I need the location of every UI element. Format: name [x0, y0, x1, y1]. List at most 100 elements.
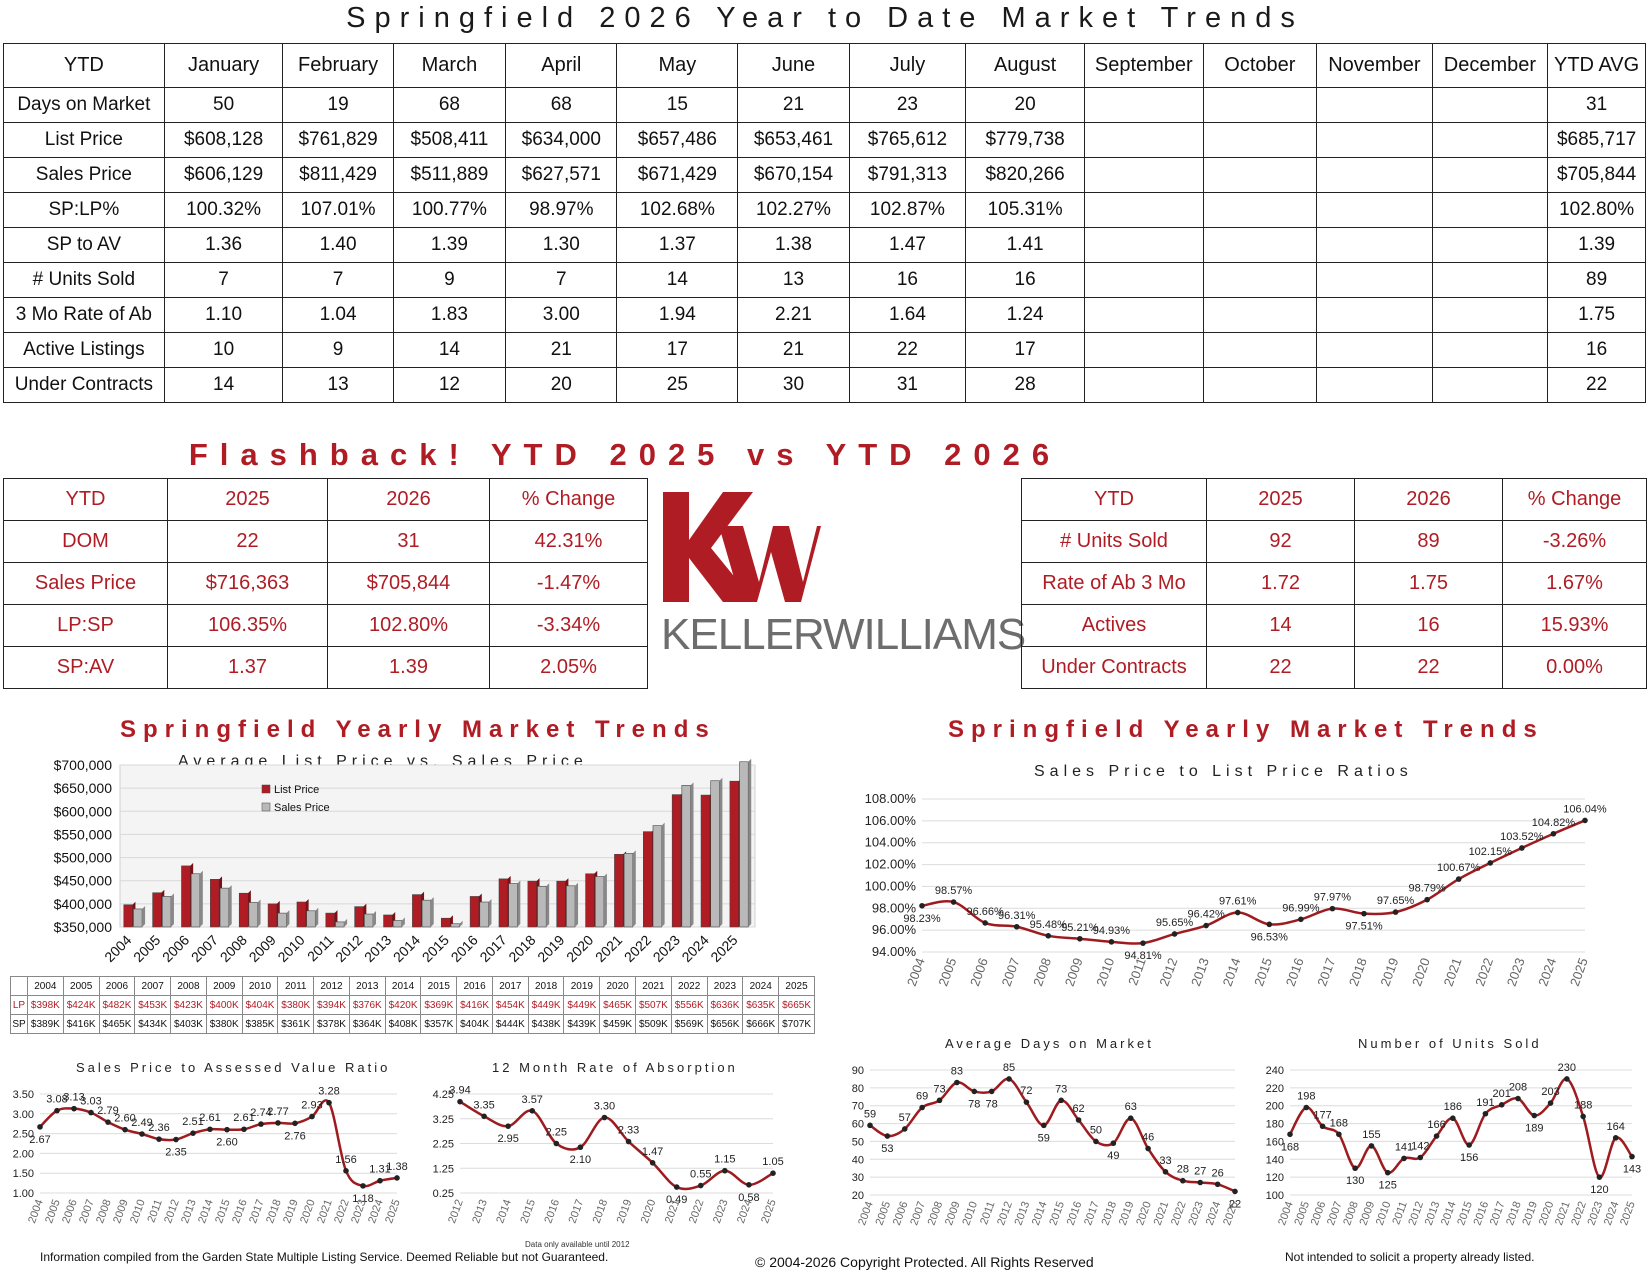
series-line [459, 1100, 774, 1191]
data-label: 69 [916, 1091, 928, 1103]
bar-sales-price [219, 887, 229, 928]
data-point [71, 1105, 77, 1112]
x-tick-label: 2017 [567, 1198, 587, 1225]
flash-left-cell: -1.47% [489, 562, 648, 605]
ytd-row-label: Sales Price [3, 157, 165, 193]
x-tick-label: 2022 [1472, 956, 1496, 988]
ytd-cell [1083, 262, 1204, 298]
data-label: 2.36 [148, 1122, 169, 1134]
data-point [156, 1136, 162, 1142]
bar-table-year: 2020 [599, 976, 637, 996]
data-point [1455, 876, 1462, 882]
bar-table-cell: $556K [670, 995, 708, 1015]
y-tick-label: 3.00 [13, 1109, 34, 1121]
data-label: 177 [1313, 1109, 1331, 1121]
data-point [1319, 1123, 1326, 1130]
ytd-cell: 102.27% [737, 192, 850, 228]
flash-left-row-label: LP:SP [3, 604, 168, 647]
ytd-cell: $608,128 [163, 122, 284, 158]
data-label: 2.60 [216, 1137, 237, 1149]
absorption-line-chart: 0.25 1.25 2.25 3.25 4.253.943.35 2.95 3.57 2.25… [433, 1085, 784, 1225]
bar-table-cell: $369K [420, 995, 458, 1015]
data-label: 168 [1330, 1117, 1348, 1129]
data-label: 95.65% [1156, 917, 1194, 929]
bar-table-year: 2016 [456, 976, 493, 996]
legend-swatch [261, 784, 271, 794]
ytd-cell: 1.37 [616, 227, 739, 263]
bar-list-price [296, 901, 306, 928]
data-point [1266, 921, 1273, 928]
ytd-header-cell: August [965, 43, 1085, 88]
data-label: 191 [1476, 1097, 1494, 1109]
flash-left-cell: 102.80% [327, 604, 490, 647]
data-label: 2.95 [497, 1133, 518, 1145]
data-point [1077, 935, 1083, 942]
chart-title-sp-lp: Sales Price to List Price Ratios [1034, 763, 1413, 780]
bar-table-row: LP $398K $424K $482K $453K $423K $400K $404K $38… [10, 995, 815, 1015]
sp-lp-ratio-line-chart: 94.00% 96.00% 98.00% 100.00% 102.00% 104.00% 1… [865, 791, 1607, 988]
data-point [982, 920, 988, 926]
bar-table-cell: $459K [599, 1014, 637, 1034]
flashback-title: Flashback! YTD 2025 vs YTD 2026 [188, 437, 1062, 472]
data-point [971, 1088, 978, 1095]
ytd-row-label: # Units Sold [3, 262, 165, 298]
data-point [1171, 931, 1178, 937]
footer-center: © 2004-2026 Copyright Protected. All Rig… [755, 1254, 1094, 1270]
bar-table-cell: $444K [491, 1014, 529, 1034]
data-label: 2.93 [301, 1100, 322, 1112]
x-tick-label: 2014 [390, 932, 423, 965]
flash-left-cell: $716,363 [167, 562, 328, 605]
bar-table-cell: $454K [491, 995, 529, 1015]
y-tick-label: 1.00 [13, 1188, 34, 1200]
ytd-cell: $811,429 [282, 157, 394, 193]
y-tick-label: 1.25 [433, 1163, 454, 1175]
ytd-cell: 1.47 [848, 227, 967, 263]
bar-table-corner [10, 976, 28, 996]
flash-left-header-cell: YTD [3, 478, 168, 521]
data-point [1329, 905, 1336, 912]
y-tick-label: 94.00% [872, 944, 917, 959]
data-point [867, 1122, 873, 1129]
data-label: 2.60 [114, 1113, 135, 1125]
ytd-header-cell: September [1083, 43, 1204, 88]
ytd-header-cell: October [1202, 43, 1318, 88]
ytd-cell [1316, 122, 1433, 158]
data-point [1110, 1140, 1117, 1147]
flash-left-header-row: YTD 2025 2026% Change [3, 478, 648, 521]
ytd-cell [1431, 297, 1549, 333]
data-point [1466, 1142, 1472, 1148]
x-tick-label: 2020 [563, 932, 596, 965]
data-point [1629, 1153, 1635, 1160]
bar-table-cell: $438K [527, 1014, 565, 1034]
ytd-cell: 1.75 [1547, 297, 1646, 333]
ytd-cell: 15 [616, 87, 739, 123]
bar-table-year: 2023 [706, 976, 744, 996]
ytd-cell [1431, 367, 1549, 403]
x-tick-label: 2011 [304, 932, 337, 965]
ytd-cell: $685,717 [1547, 122, 1646, 158]
bar-side [719, 777, 723, 927]
x-tick-label: 2024 [1535, 956, 1559, 988]
ytd-header-cell: April [505, 43, 618, 88]
bar-table-cell: $424K [62, 995, 100, 1015]
flash-left-cell: 1.39 [327, 646, 490, 689]
x-tick-label: 2016 [1283, 956, 1307, 988]
flash-right-row-label: Actives [1021, 604, 1207, 647]
data-point [770, 1170, 776, 1176]
flash-left-row: DOM 22 31 42.31% [3, 520, 648, 563]
data-label: 0.49 [666, 1194, 687, 1206]
ytd-cell: 1.38 [737, 227, 850, 263]
ytd-cell: 13 [737, 262, 850, 298]
data-label: 201 [1493, 1088, 1511, 1100]
ytd-cell: 21 [737, 332, 850, 368]
data-label: 96.31% [998, 910, 1036, 922]
ytd-header-cell: May [616, 43, 739, 88]
bar-table-row-label: SP [10, 1014, 28, 1034]
data-point [1519, 845, 1525, 851]
x-tick-label: 2017 [1314, 956, 1338, 988]
data-label: 141 [1395, 1141, 1413, 1153]
ytd-cell: 9 [282, 332, 394, 368]
data-label: 156 [1460, 1152, 1478, 1164]
flash-right-header-row: YTD 2025 2026% Change [1021, 478, 1647, 521]
ytd-cell: 14 [163, 367, 284, 403]
